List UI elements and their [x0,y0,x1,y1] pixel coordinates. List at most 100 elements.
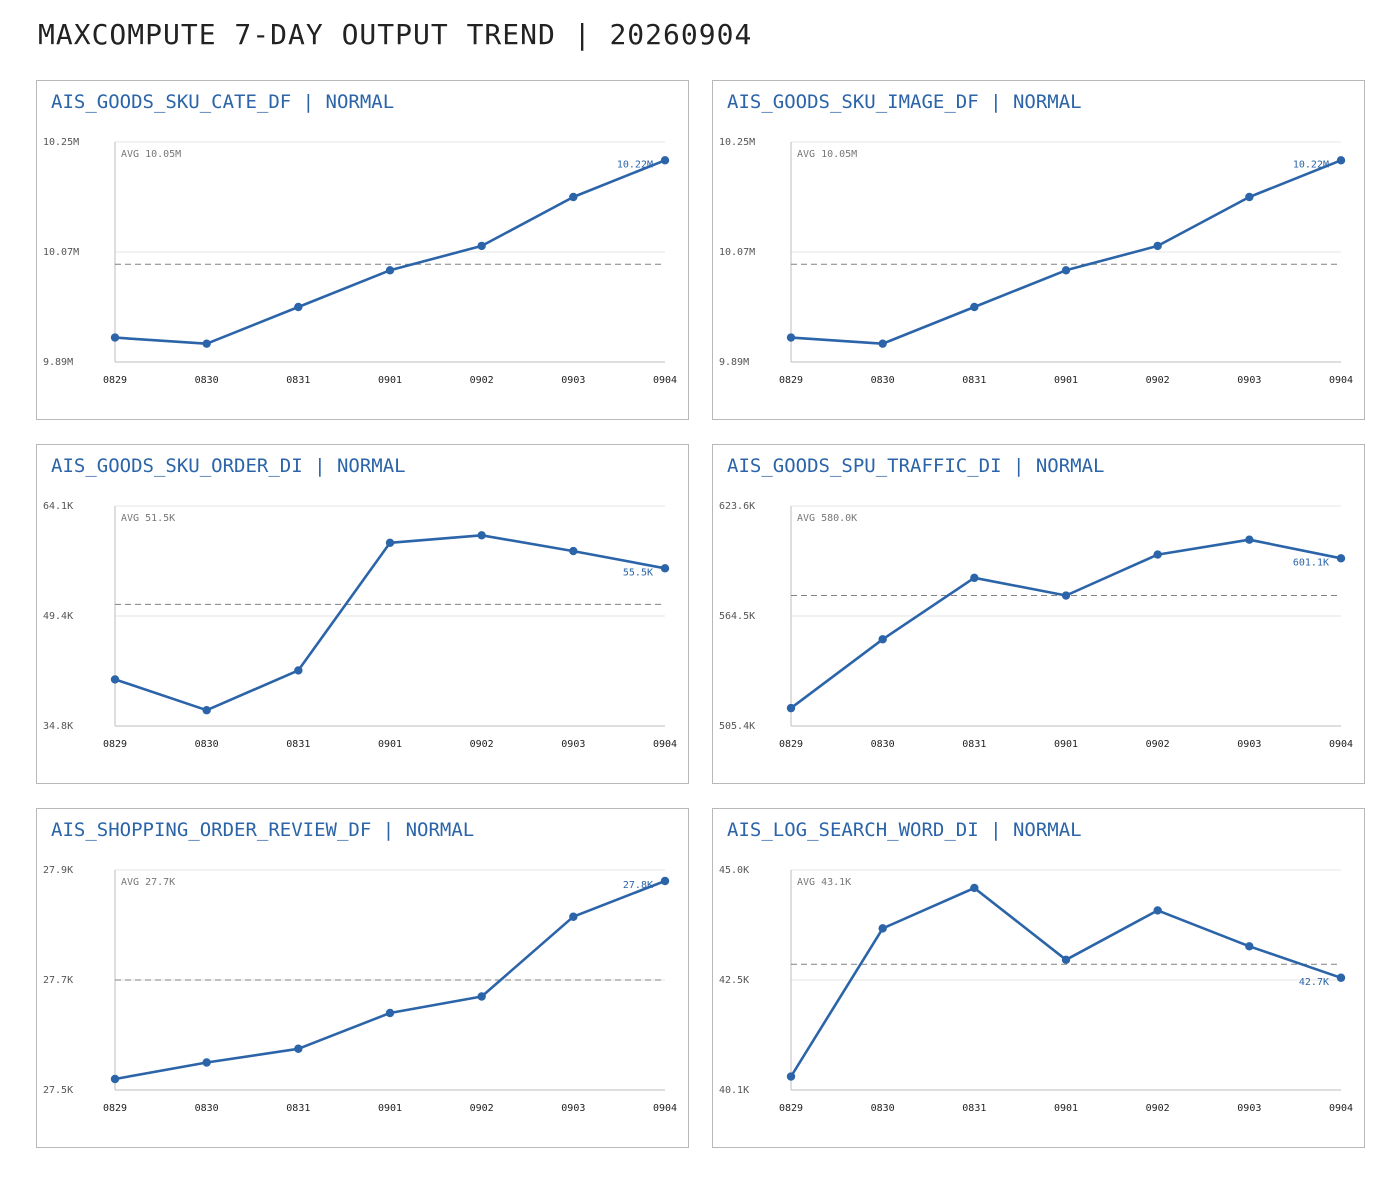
data-point [110,333,120,342]
x-tick-label: 0829 [779,1103,803,1114]
y-tick-label: 10.07M [43,247,79,258]
data-point [202,706,211,715]
data-point [1245,942,1254,951]
data-point [202,339,211,348]
data-point [569,192,578,202]
x-tick-label: 0830 [195,1103,219,1114]
average-label: AVG 580.0K [797,513,857,524]
chart-panel-2: AIS_GOODS_SKU_IMAGE_DF | NORMAL 10.25M 10.… [712,80,1365,420]
x-tick-label: 0901 [1054,1103,1078,1114]
x-tick-label: 0901 [378,1103,402,1114]
data-point [294,302,303,312]
x-tick-label: 0903 [1237,1103,1261,1114]
y-tick-label: 505.4K [719,721,755,732]
data-point [878,339,887,348]
data-point [1061,955,1071,964]
data-point [569,546,578,556]
series-line [789,886,1342,1078]
data-point [569,912,578,921]
x-tick-label: 0830 [195,739,219,750]
x-tick-label: 0830 [195,375,219,386]
series-line [114,534,666,712]
data-point [385,538,395,547]
x-tick-label: 0903 [1237,739,1261,750]
last-value-label: 10.22M [1293,159,1329,170]
x-tick-label: 0902 [470,1103,494,1114]
panel-title: AIS_GOODS_SKU_CATE_DF | NORMAL [51,91,394,113]
data-point [202,1058,211,1067]
x-tick-label: 0901 [1054,739,1078,750]
x-tick-label: 0831 [286,375,310,386]
chart-panel-6: AIS_LOG_SEARCH_WORD_DI | NORMAL 45.0K 42.5… [712,808,1365,1148]
average-label: AVG 27.7K [121,877,175,888]
data-point [1245,192,1254,202]
y-tick-label: 64.1K [43,501,73,512]
data-point [1336,554,1346,563]
x-tick-label: 0904 [1329,739,1353,750]
chart-panel-5: AIS_SHOPPING_ORDER_REVIEW_DF | NORMAL 27.… [36,808,689,1148]
x-tick-label: 0901 [1054,375,1078,386]
data-point [786,333,796,342]
x-tick-label: 0831 [962,375,986,386]
y-tick-label: 45.0K [719,865,749,876]
last-value-label: 42.7K [1299,977,1329,988]
data-point [294,666,303,675]
x-tick-label: 0829 [103,739,127,750]
x-tick-label: 0904 [653,375,677,386]
x-tick-label: 0830 [871,739,895,750]
average-label: AVG 10.05M [121,149,181,160]
data-point [786,703,796,713]
data-point [1245,535,1254,544]
y-tick-label: 10.25M [43,137,79,148]
last-value-label: 55.5K [623,567,653,578]
data-point [1153,550,1162,559]
y-tick-label: 40.1K [719,1085,749,1096]
data-point [970,573,979,583]
data-point [1336,973,1346,982]
data-point [878,924,887,933]
last-value-label: 27.8K [623,880,653,891]
last-value-label: 601.1K [1293,557,1329,568]
x-tick-label: 0903 [561,739,585,750]
data-point [970,302,979,312]
line-chart: AIS_SHOPPING_ORDER_REVIEW_DF | NORMAL 27.… [43,819,677,1114]
average-label: AVG 51.5K [121,513,175,524]
data-point [660,876,670,886]
y-tick-label: 9.89M [43,357,73,368]
x-tick-label: 0902 [470,739,494,750]
page-title: MAXCOMPUTE 7-DAY OUTPUT TREND | 20260904 [38,18,753,51]
y-tick-label: 27.5K [43,1085,73,1096]
panel-title: AIS_GOODS_SKU_IMAGE_DF | NORMAL [727,91,1082,113]
data-point [110,1074,120,1084]
x-tick-label: 0831 [286,1103,310,1114]
y-tick-label: 10.25M [719,137,755,148]
x-tick-label: 0902 [1146,1103,1170,1114]
data-point [1153,906,1162,915]
x-tick-label: 0830 [871,1103,895,1114]
x-tick-label: 0904 [653,739,677,750]
data-point [477,241,486,251]
data-point [878,635,887,644]
y-tick-label: 9.89M [719,357,749,368]
x-tick-label: 0829 [779,739,803,750]
data-point [660,564,670,573]
series-line [790,538,1342,710]
x-tick-label: 0904 [1329,375,1353,386]
y-tick-label: 34.8K [43,721,73,732]
x-tick-label: 0901 [378,375,402,386]
data-point [660,156,670,165]
chart-panel-4: AIS_GOODS_SPU_TRAFFIC_DI | NORMAL 623.6K 5… [712,444,1365,784]
panel-title: AIS_GOODS_SKU_ORDER_DI | NORMAL [51,455,406,477]
x-tick-label: 0903 [561,375,585,386]
last-value-label: 10.22M [617,159,653,170]
x-tick-label: 0830 [871,375,895,386]
data-point [1153,241,1162,251]
y-tick-label: 42.5K [719,975,749,986]
data-point [1061,266,1071,275]
x-tick-label: 0831 [286,739,310,750]
average-label: AVG 43.1K [797,877,851,888]
chart-panel-1: AIS_GOODS_SKU_CATE_DF | NORMAL 10.25M 10.0… [36,80,689,420]
y-tick-label: 623.6K [719,501,755,512]
line-chart: AIS_GOODS_SPU_TRAFFIC_DI | NORMAL 623.6K 5… [719,455,1353,750]
data-point [110,675,120,684]
